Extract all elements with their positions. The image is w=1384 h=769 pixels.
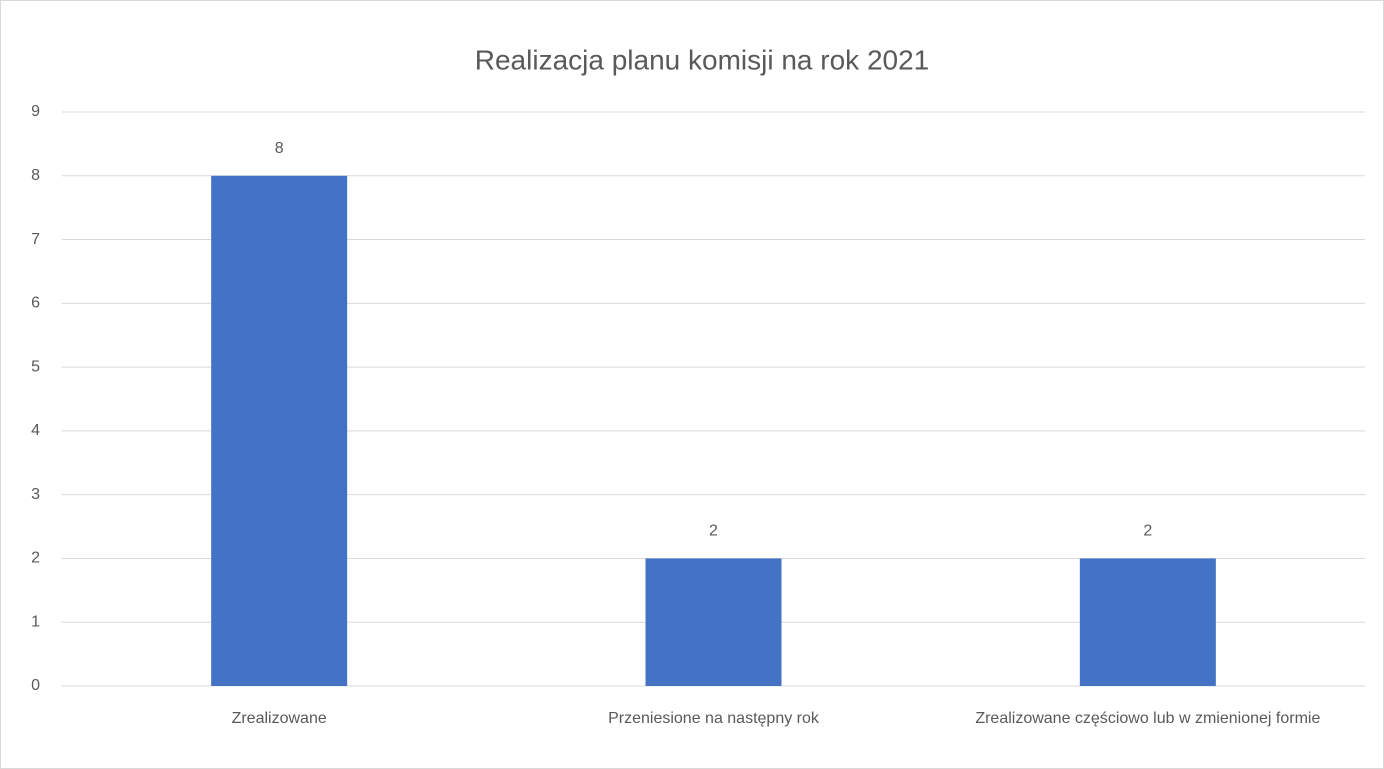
y-tick-label: 5	[31, 358, 40, 375]
data-label: 8	[275, 140, 284, 157]
bar	[645, 558, 782, 686]
data-label: 2	[709, 523, 718, 540]
bar	[211, 175, 348, 686]
x-tick-label: Przeniesione na następny rok	[608, 710, 820, 727]
y-tick-label: 4	[31, 422, 40, 439]
y-tick-label: 2	[31, 550, 40, 567]
x-tick-label: Zrealizowane	[232, 710, 327, 727]
y-tick-label: 1	[31, 613, 40, 630]
data-label: 2	[1143, 523, 1152, 540]
y-tick-label: 6	[31, 295, 40, 312]
bar	[1079, 558, 1216, 686]
x-tick-label: Zrealizowane częściowo lub w zmienionej …	[975, 710, 1320, 727]
y-tick-label: 7	[31, 231, 40, 248]
chart-title: Realizacja planu komisji na rok 2021	[475, 44, 929, 75]
y-tick-label: 0	[31, 677, 40, 694]
y-tick-label: 9	[31, 103, 40, 120]
y-tick-label: 3	[31, 486, 40, 503]
y-tick-label: 8	[31, 167, 40, 184]
